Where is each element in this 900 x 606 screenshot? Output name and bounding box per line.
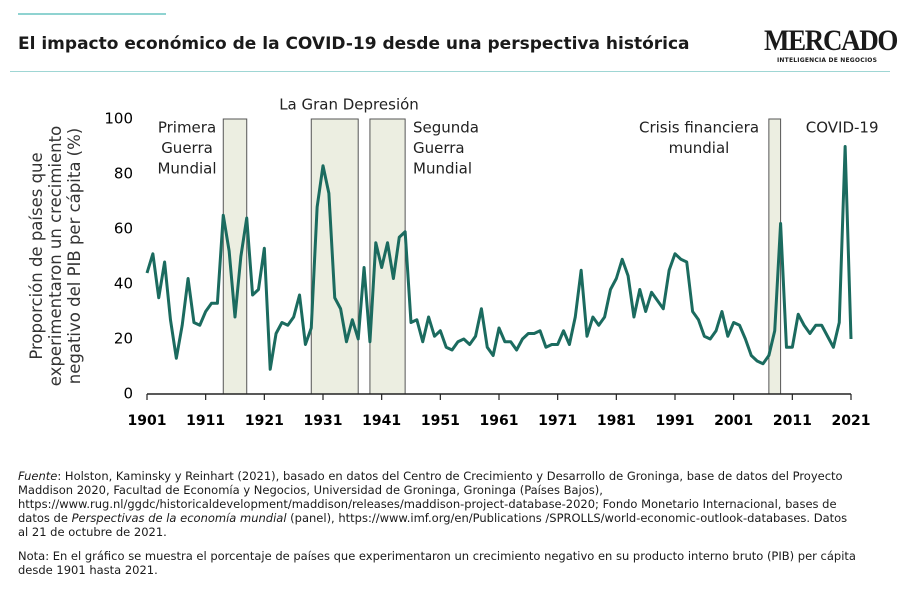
x-tick-label: 1991 — [656, 413, 695, 429]
data-line — [145, 145, 853, 371]
shaded-period — [310, 118, 359, 395]
footnote: Nota: En el gráfico se muestra el porcen… — [18, 549, 858, 577]
y-axis-label-line: Proporción de países que — [27, 152, 46, 359]
y-tick-label: 40 — [114, 275, 133, 293]
x-tick-label: 2021 — [832, 413, 871, 429]
period-label: Mundial — [157, 160, 216, 178]
logo-subtitle: INTELIGENCIA DE NEGOCIOS — [777, 57, 878, 64]
y-tick-label: 0 — [123, 385, 133, 403]
y-tick-label: 20 — [114, 330, 133, 348]
divider — [10, 71, 890, 72]
x-tick-label: 1951 — [421, 413, 460, 429]
period-label: Primera — [158, 119, 216, 137]
shaded-period — [222, 118, 248, 395]
footnote-run: : Holston, Kaminsky y Reinhart (2021), b… — [18, 469, 843, 525]
footnote-run: Fuente — [18, 469, 58, 483]
footnote-run: (panel), https://www.imf.org/en/Publicat… — [18, 511, 848, 539]
period-label: Crisis financiera — [639, 119, 759, 137]
x-tick-label: 2001 — [714, 413, 753, 429]
x-tick-label: 1901 — [128, 413, 167, 429]
y-axis-label-line: experimentaron un crecimiento — [46, 126, 65, 386]
footnote-run: Perspectivas de la economía mundial — [71, 511, 287, 525]
x-tick-label: 1941 — [362, 413, 401, 429]
x-tick-label: 1981 — [597, 413, 636, 429]
x-tick-label: 1921 — [245, 413, 284, 429]
x-tick-label: 2011 — [773, 413, 812, 429]
accent-bar — [18, 13, 166, 15]
logo: MERCADO — [764, 24, 898, 57]
period-label: Segunda — [413, 119, 479, 137]
annotation: COVID-19 — [806, 119, 879, 137]
footnote: Fuente: Holston, Kaminsky y Reinhart (20… — [18, 469, 858, 539]
y-axis-label: Proporción de países queexperimentaron u… — [27, 126, 84, 386]
chart: Primera Guerra Mundial La Gran Depresión Seg… — [27, 96, 879, 430]
x-tick-label: 1911 — [186, 413, 225, 429]
y-tick-label: 80 — [114, 165, 133, 183]
period-label: Guerra — [161, 139, 213, 157]
period-label: Mundial — [413, 160, 472, 178]
x-tick-label: 1931 — [304, 413, 343, 429]
x-tick-label: 1961 — [480, 413, 519, 429]
period-label: Guerra — [413, 139, 465, 157]
title: El impacto económico de la COVID-19 desd… — [18, 34, 690, 54]
footnote-run: Nota: En el gráfico se muestra el porcen… — [18, 549, 856, 577]
y-axis-label-line: negativo del PIB per cápita (%) — [65, 128, 84, 384]
period-label: La Gran Depresión — [279, 96, 419, 114]
footnotes: Fuente: Holston, Kaminsky y Reinhart (20… — [18, 469, 858, 587]
period-label: mundial — [669, 139, 730, 157]
x-tick-label: 1971 — [538, 413, 577, 429]
y-tick-label: 60 — [114, 220, 133, 238]
y-tick-label: 100 — [104, 110, 133, 128]
